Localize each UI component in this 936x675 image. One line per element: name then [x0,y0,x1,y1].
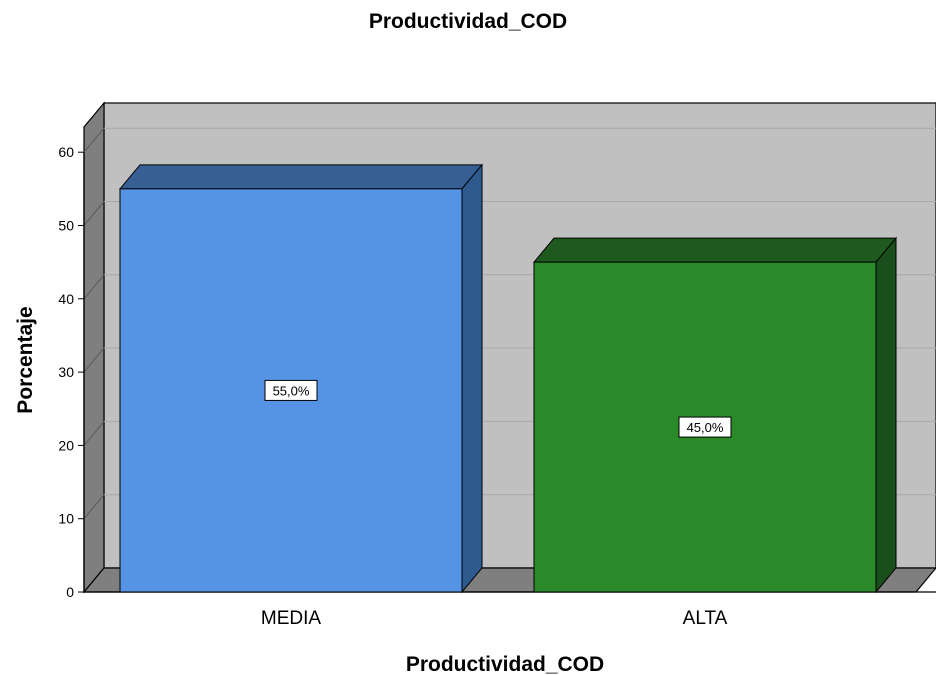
y-tick-label: 20 [58,437,74,453]
x-axis-label: Productividad_COD [406,653,604,675]
grid-line-wall [83,421,105,446]
y-tick-label: 60 [58,144,74,160]
grid-line-wall [83,494,105,520]
y-tick-label: 0 [66,584,74,600]
grid-line-wall [83,127,105,153]
data-labels: 55,0% 45,0% [264,379,732,438]
x-category-label: MEDIA [261,608,322,629]
y-tick-label: 10 [58,511,74,527]
data-label-box [678,416,732,438]
grid-line-wall [83,274,105,300]
data-label-box [264,379,318,401]
y-tick-label: 50 [58,218,74,234]
data-label: 55,0% [273,383,310,398]
bar-side [875,236,897,594]
bar-side [461,163,483,594]
bars [118,163,898,594]
grid-line-wall [83,347,105,373]
x-axis-categories: MEDIA ALTA [261,608,728,629]
x-category-label: ALTA [683,608,728,629]
y-tick-label: 30 [58,364,74,380]
bar-top [532,237,898,263]
y-tick-label: 40 [58,291,74,307]
chart-title: Productividad_COD [368,10,568,33]
grid-line-wall [83,201,105,226]
bar [119,188,463,593]
y-axis-label: Porcentaje [14,306,37,413]
bar-top [118,164,484,190]
data-label: 45,0% [687,420,724,435]
left-wall [83,101,105,594]
